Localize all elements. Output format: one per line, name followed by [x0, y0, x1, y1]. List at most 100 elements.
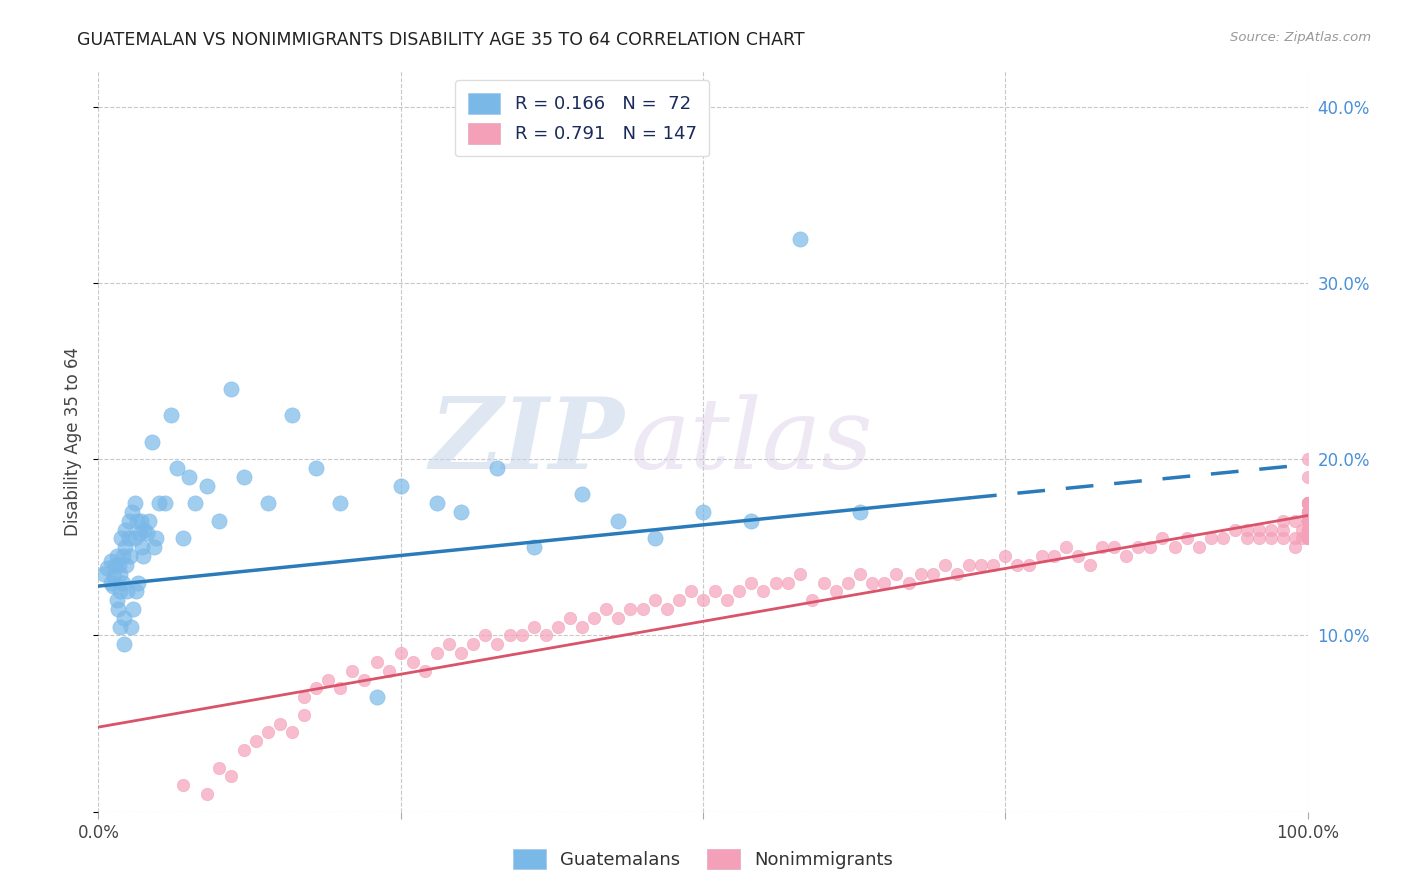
Point — [329, 496, 352, 510]
Point — [1296, 514, 1319, 528]
Point — [166, 461, 188, 475]
Point — [221, 769, 243, 783]
Point — [668, 593, 690, 607]
Point — [1212, 532, 1234, 546]
Point — [800, 593, 823, 607]
Point — [1296, 514, 1319, 528]
Point — [145, 532, 167, 546]
Point — [1296, 532, 1319, 546]
Point — [120, 619, 142, 633]
Point — [108, 558, 131, 572]
Point — [1296, 532, 1319, 546]
Point — [716, 593, 738, 607]
Point — [118, 549, 141, 563]
Point — [1260, 523, 1282, 537]
Point — [1296, 496, 1319, 510]
Point — [740, 575, 762, 590]
Text: ZIP: ZIP — [429, 393, 624, 490]
Point — [825, 584, 848, 599]
Point — [486, 461, 509, 475]
Point — [121, 505, 143, 519]
Point — [534, 628, 557, 642]
Point — [619, 602, 641, 616]
Point — [402, 655, 425, 669]
Point — [353, 673, 375, 687]
Point — [1296, 514, 1319, 528]
Point — [873, 575, 896, 590]
Point — [970, 558, 993, 572]
Point — [127, 514, 149, 528]
Point — [1115, 549, 1137, 563]
Point — [1091, 541, 1114, 555]
Point — [450, 505, 472, 519]
Point — [607, 514, 630, 528]
Point — [1296, 514, 1319, 528]
Point — [1042, 549, 1064, 563]
Point — [1296, 496, 1319, 510]
Point — [1272, 532, 1295, 546]
Point — [994, 549, 1017, 563]
Point — [105, 593, 128, 607]
Point — [127, 575, 149, 590]
Point — [1272, 514, 1295, 528]
Point — [1296, 505, 1319, 519]
Point — [1296, 523, 1319, 537]
Point — [208, 761, 231, 775]
Point — [281, 725, 304, 739]
Point — [558, 611, 581, 625]
Point — [1296, 496, 1319, 510]
Point — [946, 566, 969, 581]
Point — [269, 716, 291, 731]
Point — [100, 554, 122, 568]
Point — [583, 611, 606, 625]
Point — [1296, 496, 1319, 510]
Point — [437, 637, 460, 651]
Point — [96, 561, 118, 575]
Point — [1031, 549, 1053, 563]
Point — [389, 478, 412, 492]
Point — [1296, 514, 1319, 528]
Point — [1054, 541, 1077, 555]
Point — [366, 690, 388, 705]
Point — [1296, 514, 1319, 528]
Point — [118, 514, 141, 528]
Point — [232, 470, 254, 484]
Point — [413, 664, 436, 678]
Point — [377, 664, 399, 678]
Point — [776, 575, 799, 590]
Point — [1128, 541, 1150, 555]
Point — [1291, 523, 1313, 537]
Point — [631, 602, 654, 616]
Point — [1272, 523, 1295, 537]
Point — [1296, 452, 1319, 467]
Point — [981, 558, 1004, 572]
Point — [122, 602, 145, 616]
Point — [1296, 514, 1319, 528]
Point — [1175, 532, 1198, 546]
Point — [1291, 532, 1313, 546]
Point — [135, 526, 157, 541]
Point — [389, 646, 412, 660]
Point — [329, 681, 352, 696]
Point — [1199, 532, 1222, 546]
Point — [426, 496, 449, 510]
Point — [765, 575, 787, 590]
Point — [498, 628, 520, 642]
Point — [256, 496, 278, 510]
Point — [813, 575, 835, 590]
Point — [1296, 505, 1319, 519]
Point — [849, 505, 872, 519]
Point — [1284, 541, 1306, 555]
Point — [111, 549, 134, 563]
Point — [704, 584, 727, 599]
Text: GUATEMALAN VS NONIMMIGRANTS DISABILITY AGE 35 TO 64 CORRELATION CHART: GUATEMALAN VS NONIMMIGRANTS DISABILITY A… — [77, 31, 806, 49]
Point — [934, 558, 956, 572]
Point — [104, 558, 127, 572]
Text: Source: ZipAtlas.com: Source: ZipAtlas.com — [1230, 31, 1371, 45]
Point — [1163, 541, 1185, 555]
Point — [101, 579, 124, 593]
Point — [172, 532, 194, 546]
Point — [366, 655, 388, 669]
Point — [523, 541, 546, 555]
Point — [124, 496, 146, 510]
